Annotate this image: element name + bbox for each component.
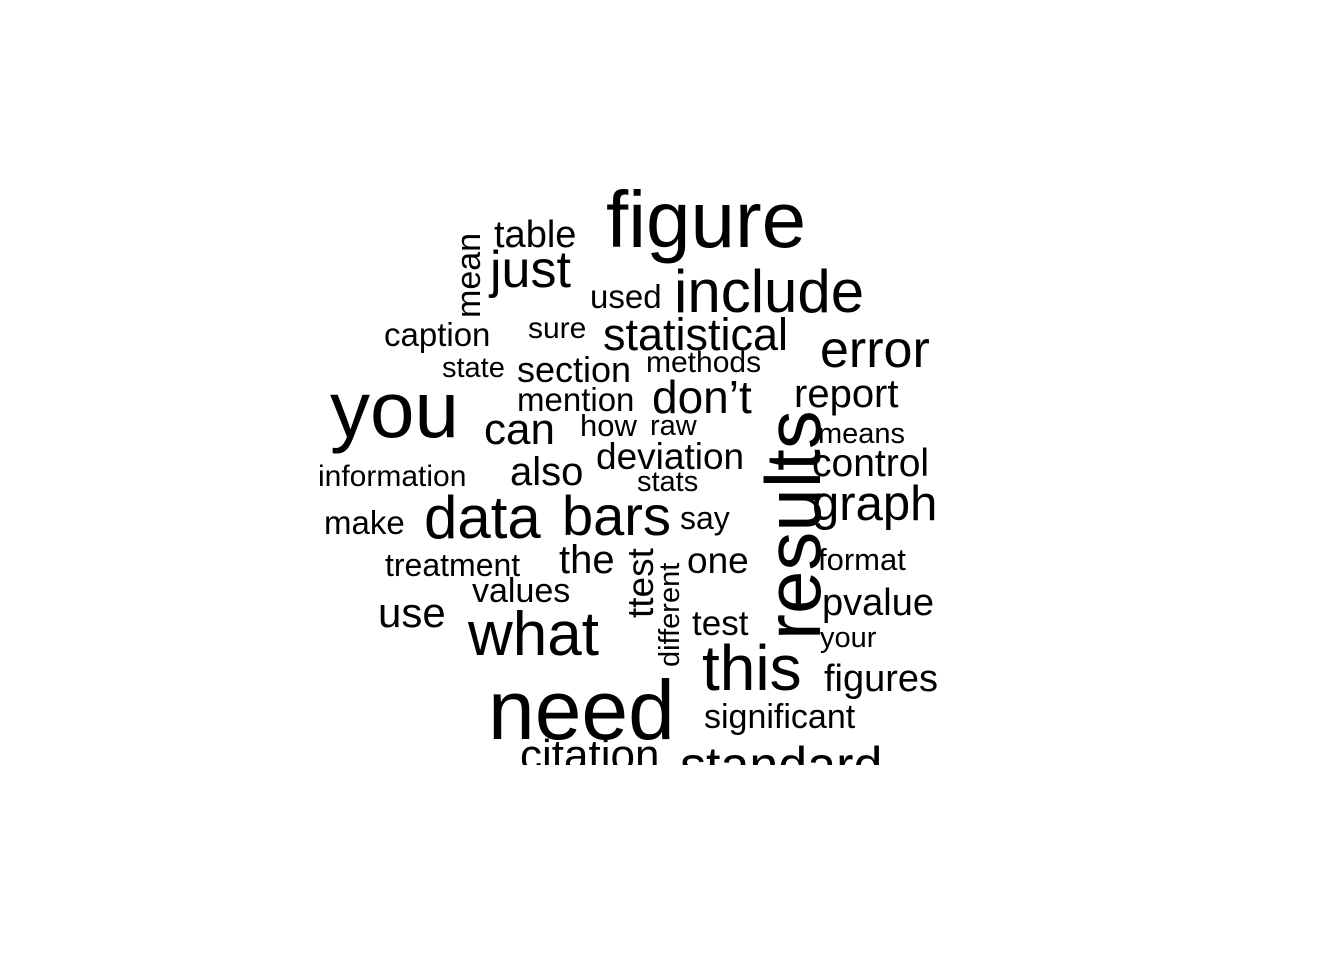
word-mean: mean <box>450 232 488 318</box>
word-used: used <box>590 278 662 315</box>
word-use: use <box>378 589 446 636</box>
word-standard: standard <box>680 740 882 765</box>
word-format: format <box>818 542 906 577</box>
word-data: data <box>424 484 541 551</box>
word-you: you <box>330 365 459 454</box>
word-significant: significant <box>704 698 856 736</box>
word-one: one <box>687 540 749 581</box>
word-include: include <box>674 258 865 325</box>
word-table: table <box>494 214 577 256</box>
word-cloud-plot-area: figure table mean just used include capt… <box>318 175 939 766</box>
word-information: information <box>318 460 467 493</box>
word-stats: stats <box>637 466 699 498</box>
word-state: state <box>442 352 505 384</box>
word-say: say <box>680 500 730 536</box>
word-also: also <box>510 450 584 494</box>
word-can: can <box>484 405 555 454</box>
word-methods: methods <box>646 346 762 379</box>
word-just: just <box>490 241 571 299</box>
word-deviation: deviation <box>596 436 745 477</box>
word-citation: citation <box>520 731 660 766</box>
word-test: test <box>692 604 749 643</box>
word-report: report <box>794 372 899 416</box>
word-pvalue: pvalue <box>822 582 934 624</box>
word-need: need <box>488 663 675 757</box>
word-error: error <box>820 321 930 379</box>
word-this: this <box>702 632 802 704</box>
word-what: what <box>468 600 599 669</box>
word-caption: caption <box>384 316 491 353</box>
word-bars: bars <box>562 484 671 547</box>
word-figures: figures <box>824 658 939 700</box>
word-values: values <box>472 572 571 610</box>
word-your: your <box>820 622 877 654</box>
word-graph: graph <box>812 477 938 531</box>
word-statistical: statistical <box>603 309 789 360</box>
word-make: make <box>324 504 405 541</box>
word-control: control <box>812 442 930 485</box>
word-different: different <box>654 562 686 667</box>
word-section: section <box>517 349 632 390</box>
word-raw: raw <box>650 410 697 442</box>
word-means: means <box>818 418 906 450</box>
word-sure: sure <box>528 312 587 345</box>
word-figure: figure <box>606 175 807 264</box>
word-mention: mention <box>517 381 635 418</box>
word-treatment: treatment <box>385 547 521 583</box>
word-the: the <box>559 538 615 582</box>
word-dont: don’t <box>652 371 752 423</box>
word-how: how <box>580 408 637 443</box>
